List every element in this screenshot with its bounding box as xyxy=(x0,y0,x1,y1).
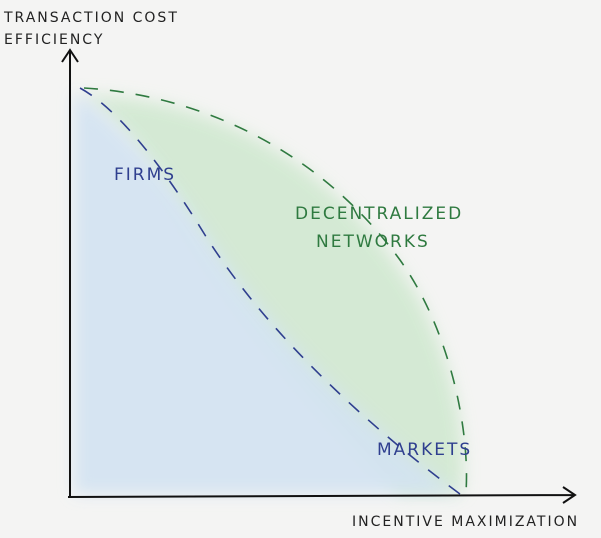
y-axis xyxy=(61,48,79,498)
region-label: FIRMS xyxy=(114,165,176,185)
y-axis-label: EFFICIENCY xyxy=(4,32,104,48)
x-axis-label: INCENTIVE MAXIMIZATION xyxy=(352,514,579,530)
region-label: DECENTRALIZED xyxy=(295,204,463,224)
x-axis xyxy=(67,486,577,504)
firms-fill xyxy=(74,92,458,494)
outer-frontier xyxy=(83,87,468,493)
region-label: MARKETS xyxy=(377,440,472,460)
inner-frontier xyxy=(79,87,461,495)
y-axis-label: TRANSACTION COST xyxy=(3,10,179,26)
region-label: NETWORKS xyxy=(316,232,430,252)
